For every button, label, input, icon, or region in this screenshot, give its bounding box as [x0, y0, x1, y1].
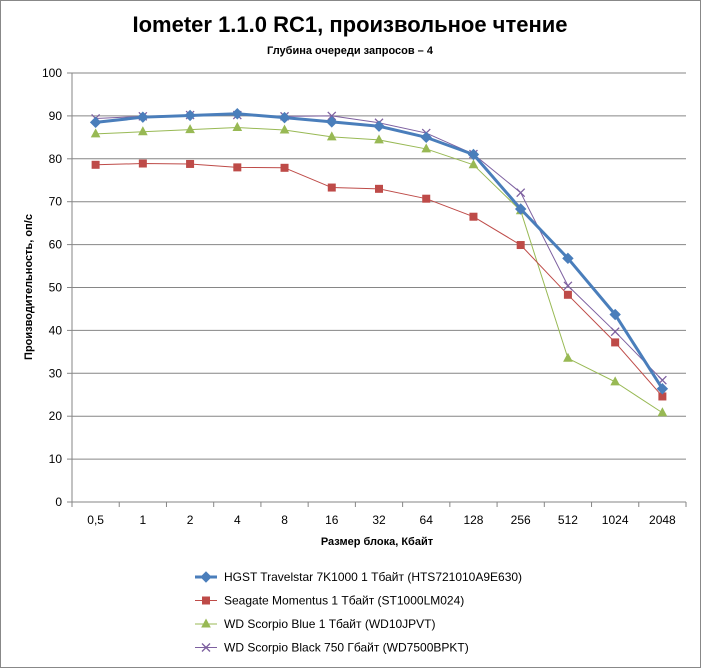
x-tick-label: 2	[187, 513, 194, 527]
data-point-stroke	[516, 188, 526, 198]
data-point	[327, 183, 336, 192]
x-tick-label: 0,5	[87, 513, 104, 527]
data-point	[611, 338, 620, 347]
x-axis-title: Размер блока, Кбайт	[321, 536, 434, 548]
gridlines	[72, 72, 686, 460]
axes: 0 10 20 30 40 50 60 70 80 90 100 0,5 1 2 4 8 16 32 64 128 25…	[42, 66, 687, 527]
data-point	[201, 643, 211, 652]
data-point	[137, 111, 149, 123]
chart-title: Iometer 1.1.0 RC1, произвольное чтение	[132, 12, 567, 37]
y-tick-label: 70	[49, 195, 63, 209]
data-point	[657, 407, 668, 417]
legend: HGST Travelstar 7K1000 1 Тбайт (HTS72101…	[195, 570, 522, 655]
data-point	[326, 131, 337, 141]
data-point	[138, 126, 148, 136]
y-tick-label: 60	[49, 238, 63, 252]
data-point	[373, 120, 385, 132]
y-tick-label: 90	[49, 109, 63, 123]
x-tick-label: 1024	[602, 513, 629, 527]
data-point	[375, 184, 383, 193]
data-point	[656, 383, 669, 395]
data-point	[469, 212, 478, 221]
y-tick-label: 100	[42, 66, 62, 80]
data-point	[467, 148, 480, 161]
data-point	[186, 159, 195, 168]
data-point	[610, 327, 620, 337]
legend-item: Seagate Momentus 1 Тбайт (ST1000LM024)	[195, 594, 464, 608]
x-tick-label: 256	[511, 513, 531, 527]
data-point	[421, 143, 432, 153]
data-point-stroke	[563, 281, 573, 291]
data-point	[422, 194, 431, 203]
x-tick-label: 128	[463, 513, 483, 527]
x-tick-label: 64	[420, 513, 434, 527]
data-point	[609, 308, 621, 321]
legend-item: HGST Travelstar 7K1000 1 Тбайт (HTS72101…	[195, 570, 522, 584]
data-point	[200, 571, 212, 583]
data-point	[610, 376, 620, 386]
x-tick-label: 32	[372, 513, 386, 527]
y-tick-label: 0	[55, 495, 62, 509]
data-point	[231, 108, 244, 120]
data-point	[563, 281, 573, 291]
data-point	[232, 121, 243, 131]
data-point	[280, 163, 289, 172]
legend-label: HGST Travelstar 7K1000 1 Тбайт (HTS72101…	[224, 570, 522, 584]
data-point	[514, 203, 527, 215]
plot-series	[89, 108, 669, 417]
y-axis-title: Производительность, оп/с	[23, 214, 35, 360]
data-point	[138, 159, 147, 168]
y-tick-label: 50	[49, 281, 63, 295]
legend-item: WD Scorpio Black 750 Гбайт (WD7500BPKT)	[195, 641, 469, 655]
series-3	[90, 121, 668, 417]
data-point	[562, 252, 574, 265]
series-2	[91, 159, 667, 401]
data-point	[184, 109, 196, 122]
data-point	[468, 159, 479, 169]
data-point	[563, 290, 572, 299]
data-point	[516, 188, 526, 198]
y-tick-label: 40	[49, 323, 63, 337]
y-tick-label: 30	[49, 366, 63, 380]
data-point	[279, 124, 290, 134]
data-point-stroke	[201, 643, 211, 652]
legend-label: WD Scorpio Blue 1 Тбайт (WD10JPVT)	[224, 617, 436, 631]
data-point	[201, 618, 211, 628]
y-tick-label: 20	[49, 409, 63, 423]
x-tick-label: 16	[325, 513, 339, 527]
x-tick-label: 1	[140, 513, 147, 527]
x-tick-label: 4	[234, 513, 241, 527]
data-point	[202, 596, 210, 605]
data-point	[233, 163, 242, 172]
data-point	[89, 116, 102, 129]
x-tick-label: 512	[558, 513, 578, 527]
x-tick-label: 2048	[649, 513, 676, 527]
data-point	[516, 241, 525, 250]
data-point	[420, 131, 432, 144]
legend-label: WD Scorpio Black 750 Гбайт (WD7500BPKT)	[224, 641, 469, 655]
data-point	[327, 111, 337, 121]
data-point	[374, 134, 384, 144]
data-point	[90, 128, 101, 138]
data-point-stroke	[610, 327, 620, 337]
x-tick-label: 8	[281, 513, 288, 527]
series-1	[89, 108, 669, 395]
data-point	[278, 111, 291, 124]
data-point-stroke	[327, 111, 337, 121]
chart-subtitle: Глубина очереди запросов – 4	[267, 45, 434, 57]
legend-label: Seagate Momentus 1 Тбайт (ST1000LM024)	[224, 594, 464, 608]
y-tick-label: 80	[49, 152, 63, 166]
data-point	[185, 124, 195, 134]
data-point	[326, 116, 338, 128]
data-point	[91, 160, 100, 169]
legend-item: WD Scorpio Blue 1 Тбайт (WD10JPVT)	[195, 617, 436, 631]
data-point	[563, 352, 573, 362]
y-tick-label: 10	[49, 452, 63, 466]
